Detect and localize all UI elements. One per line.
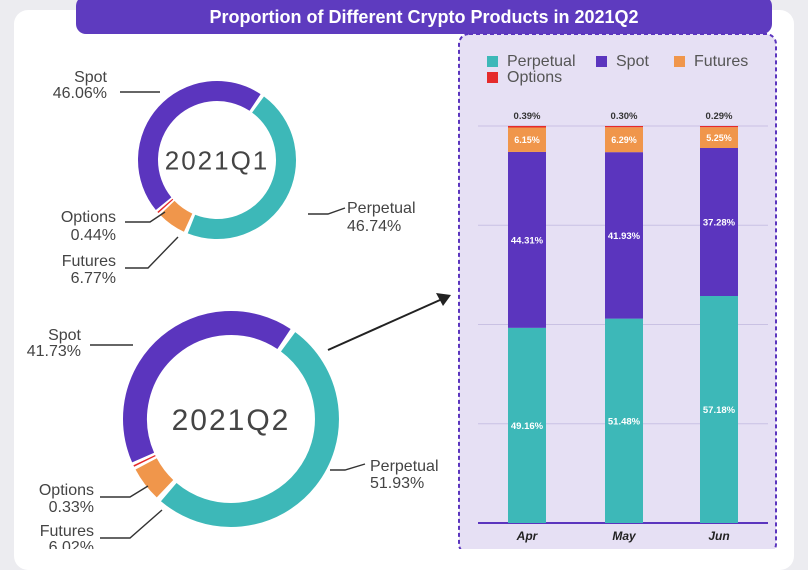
x-tick-apr: Apr bbox=[516, 529, 539, 543]
data-label-may-futures: 6.29% bbox=[611, 135, 637, 145]
donut1-slice-perpetual bbox=[187, 96, 296, 239]
chart-title: Proportion of Different Crypto Products … bbox=[76, 0, 772, 34]
donut2-leader-futures bbox=[100, 509, 163, 539]
data-label-may-spot: 41.93% bbox=[608, 231, 641, 242]
donut2-slice-options bbox=[133, 454, 156, 467]
legend-swatch-futures bbox=[674, 56, 685, 67]
data-label-jun-options: 0.29% bbox=[706, 111, 733, 122]
data-label-apr-options: 0.39% bbox=[514, 111, 541, 122]
legend-label-spot: Spot bbox=[616, 53, 649, 70]
chart-canvas: 2021Q1Spot46.06%Perpetual46.74%Options0.… bbox=[27, 33, 777, 549]
bar-apr-spot bbox=[508, 151, 546, 328]
donut2-label-futures: Futures bbox=[40, 523, 94, 540]
bar-jun-spot bbox=[700, 147, 738, 296]
donut1-value-futures: 6.77% bbox=[71, 270, 116, 287]
donut2-value-options: 0.33% bbox=[49, 499, 94, 516]
donut1-leader-options bbox=[125, 211, 166, 223]
donut2-leader-perpetual bbox=[330, 463, 366, 471]
donut2-slice-perpetual bbox=[160, 332, 339, 527]
bar-may-spot bbox=[605, 152, 643, 319]
donut1-leader-perpetual bbox=[308, 207, 346, 215]
donut1-leader-futures bbox=[125, 236, 179, 269]
bar-may-perpetual bbox=[605, 318, 643, 523]
donut1-label-spot: Spot bbox=[74, 69, 107, 86]
bar-apr-perpetual bbox=[508, 327, 546, 523]
donut2-value-spot: 41.73% bbox=[27, 343, 81, 360]
bar-may-options bbox=[605, 126, 643, 128]
bar-may-futures bbox=[605, 127, 643, 153]
data-label-apr-perpetual: 49.16% bbox=[511, 421, 544, 432]
donut1-slice-options bbox=[157, 198, 174, 214]
data-label-jun-perpetual: 57.18% bbox=[703, 405, 736, 416]
connector-arrow-line bbox=[327, 299, 441, 351]
donut1-label-perpetual: Perpetual bbox=[347, 200, 416, 217]
data-label-may-options: 0.30% bbox=[611, 111, 638, 122]
donut1-center-label: 2021Q1 bbox=[165, 145, 270, 175]
x-tick-may: May bbox=[612, 529, 637, 543]
donut2-label-options: Options bbox=[39, 482, 94, 499]
legend-swatch-perpetual bbox=[487, 56, 498, 67]
donut1-value-perpetual: 46.74% bbox=[347, 218, 401, 235]
data-label-jun-futures: 5.25% bbox=[706, 133, 732, 143]
donut2-label-spot: Spot bbox=[48, 327, 81, 344]
data-label-apr-futures: 6.15% bbox=[514, 135, 540, 145]
donut2-leader-options bbox=[100, 485, 149, 498]
bar-jun-options bbox=[700, 126, 738, 128]
donut2-slice-futures bbox=[135, 457, 174, 498]
donut2-value-futures: 6.02% bbox=[49, 539, 94, 549]
bar-apr-options bbox=[508, 125, 546, 128]
donut1-label-options: Options bbox=[61, 209, 116, 226]
donut1-value-spot: 46.06% bbox=[53, 85, 107, 102]
donut1-label-futures: Futures bbox=[62, 253, 116, 270]
connector-arrow-head bbox=[436, 293, 451, 306]
data-label-apr-spot: 44.31% bbox=[511, 235, 544, 246]
bar-apr-futures bbox=[508, 127, 546, 152]
bar-jun-futures bbox=[700, 127, 738, 148]
x-tick-jun: Jun bbox=[708, 529, 729, 543]
data-label-jun-spot: 37.28% bbox=[703, 217, 736, 228]
legend-label-options: Options bbox=[507, 69, 562, 86]
donut1-slice-futures bbox=[160, 200, 193, 232]
donut2-slice-spot bbox=[123, 311, 291, 463]
legend-label-perpetual: Perpetual bbox=[507, 53, 576, 70]
bar-jun-perpetual bbox=[700, 295, 738, 523]
legend-swatch-spot bbox=[596, 56, 607, 67]
donut2-center-label: 2021Q2 bbox=[172, 404, 291, 437]
legend-swatch-options bbox=[487, 72, 498, 83]
donut2-value-perpetual: 51.93% bbox=[370, 475, 424, 492]
donut1-value-options: 0.44% bbox=[71, 227, 116, 244]
donut1-slice-spot bbox=[138, 81, 261, 211]
data-label-may-perpetual: 51.48% bbox=[608, 416, 641, 427]
legend-label-futures: Futures bbox=[694, 53, 748, 70]
donut2-label-perpetual: Perpetual bbox=[370, 458, 439, 475]
